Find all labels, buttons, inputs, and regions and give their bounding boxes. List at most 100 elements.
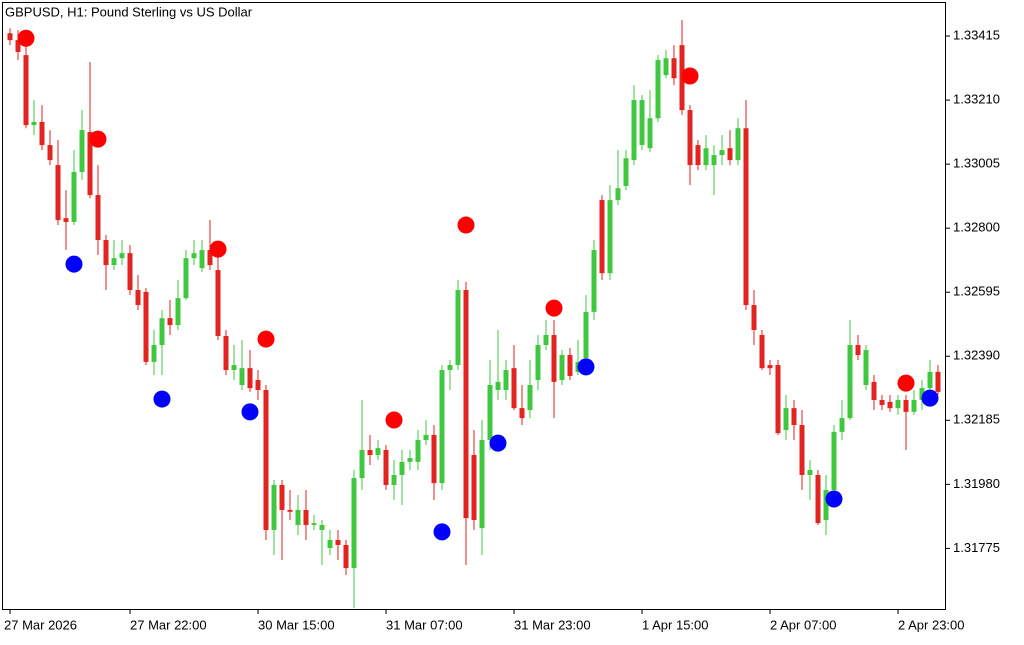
candle-body	[343, 544, 349, 569]
candle-body	[199, 250, 205, 269]
x-tick-label: 27 Mar 2026	[4, 617, 77, 632]
candle-body	[551, 335, 557, 382]
candle-body	[383, 449, 389, 485]
candle-body	[207, 250, 213, 266]
candle-body	[119, 253, 125, 259]
signal-dot	[457, 216, 475, 234]
candle-body	[903, 400, 909, 412]
candle-body	[687, 110, 693, 166]
candle-body	[95, 195, 101, 241]
candle-body	[215, 270, 221, 336]
y-tick-label: 1.32595	[953, 284, 1000, 299]
candle-body	[503, 370, 509, 391]
candle-body	[271, 484, 277, 530]
signal-dot	[17, 29, 35, 47]
candle-body	[831, 431, 837, 490]
candle-body	[807, 469, 813, 475]
candle-body	[127, 253, 133, 291]
candle-body	[399, 461, 405, 475]
y-tick-label: 1.31775	[953, 540, 1000, 555]
candle-body	[647, 118, 653, 149]
candle-body	[567, 355, 573, 376]
y-tick-label: 1.33005	[953, 156, 1000, 171]
signal-dot	[825, 490, 843, 508]
plot-frame	[2, 2, 946, 610]
x-tick-label: 30 Mar 15:00	[258, 617, 335, 632]
candle-body	[871, 381, 877, 401]
candle-body	[751, 305, 757, 331]
candle-body	[335, 539, 341, 545]
candle-body	[391, 474, 397, 485]
candle-body	[439, 370, 445, 484]
candle-body	[767, 365, 773, 369]
signal-dot	[489, 434, 507, 452]
candle-body	[791, 408, 797, 425]
candle-body	[255, 380, 261, 391]
y-tick-label: 1.32800	[953, 220, 1000, 235]
signal-dot	[89, 130, 107, 148]
candle-body	[639, 100, 645, 146]
candle-body	[911, 400, 917, 412]
signal-dot	[209, 240, 227, 258]
candle-body	[839, 418, 845, 432]
candle-body	[535, 345, 541, 381]
candle-body	[743, 128, 749, 306]
signal-dot	[385, 411, 403, 429]
signal-dot	[921, 389, 939, 407]
candle-body	[71, 171, 77, 222]
candle-body	[23, 55, 29, 126]
candle-body	[183, 258, 189, 299]
candle-body	[759, 335, 765, 369]
candle-body	[655, 60, 661, 119]
signal-dot	[897, 374, 915, 392]
candle-body	[783, 408, 789, 430]
y-tick-label: 1.32390	[953, 348, 1000, 363]
candle-body	[191, 253, 197, 259]
signal-dot	[577, 358, 595, 376]
candle-body	[615, 188, 621, 201]
candle-body	[663, 58, 669, 76]
candle-body	[775, 365, 781, 434]
candle-body	[287, 509, 293, 512]
candle-body	[823, 489, 829, 520]
candle-body	[135, 290, 141, 306]
candle-body	[375, 448, 381, 455]
candle-body	[623, 158, 629, 187]
candle-body	[591, 250, 597, 312]
y-tick-label: 1.31980	[953, 476, 1000, 491]
candle-body	[671, 58, 677, 79]
candle-body	[319, 524, 325, 530]
candle-body	[303, 509, 309, 525]
candle-body	[423, 434, 429, 440]
candle-body	[431, 434, 437, 484]
candle-body	[31, 121, 37, 126]
candle-body	[63, 218, 69, 222]
candle-body	[583, 311, 589, 359]
signal-dot	[257, 330, 275, 348]
signal-dot	[65, 255, 83, 273]
candle-body	[231, 365, 237, 371]
candle-body	[695, 145, 701, 166]
candle-body	[407, 458, 413, 462]
candle-body	[735, 128, 741, 161]
candle-body	[351, 478, 357, 569]
candle-body	[855, 345, 861, 356]
candle-body	[311, 523, 317, 525]
candle-body	[727, 148, 733, 161]
candle-body	[167, 318, 173, 326]
x-tick-label: 31 Mar 07:00	[386, 617, 463, 632]
candle-body	[263, 390, 269, 530]
candle-body	[559, 355, 565, 381]
candle-body	[39, 121, 45, 146]
candle-body	[703, 148, 709, 166]
candle-body	[247, 368, 253, 389]
candle-body	[103, 240, 109, 266]
candle-body	[935, 371, 941, 392]
candle-body	[55, 165, 61, 221]
candle-body	[607, 200, 613, 274]
candle-body	[455, 290, 461, 366]
candle-body	[919, 388, 925, 401]
x-tick-label: 1 Apr 15:00	[642, 617, 709, 632]
